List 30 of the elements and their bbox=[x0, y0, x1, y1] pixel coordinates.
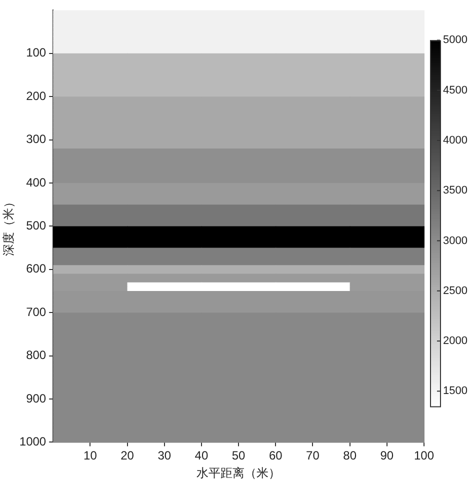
x-axis-title: 水平距离（米） bbox=[196, 466, 281, 480]
color-bar-label: 2500 bbox=[443, 284, 468, 297]
x-tick-label: 100 bbox=[414, 448, 434, 463]
x-tick-label: 10 bbox=[84, 448, 98, 463]
y-tick-label: 400 bbox=[26, 175, 46, 190]
x-tick-label: 20 bbox=[120, 448, 134, 463]
x-tick-label: 60 bbox=[268, 448, 283, 463]
color-bar-label: 2000 bbox=[443, 335, 468, 348]
x-tick-label: 50 bbox=[232, 448, 246, 463]
y-tick-label: 600 bbox=[26, 262, 46, 276]
color-bar-label: 4500 bbox=[443, 84, 468, 96]
color-bar-label: 1500 bbox=[443, 385, 468, 398]
x-tick-label: 80 bbox=[343, 448, 357, 463]
x-tick-label: 40 bbox=[194, 448, 208, 463]
color-bar-label: 4000 bbox=[443, 134, 468, 147]
y-tick-label: 500 bbox=[26, 218, 46, 233]
x-tick-label: 90 bbox=[380, 448, 394, 463]
y-tick-label: 300 bbox=[26, 132, 46, 146]
x-tick-label: 30 bbox=[158, 448, 172, 463]
y-axis-title: 深度（米） bbox=[2, 196, 16, 256]
color-bar-label: 3500 bbox=[443, 184, 468, 197]
y-tick-label: 800 bbox=[26, 348, 46, 362]
y-tick-label: 200 bbox=[26, 88, 46, 103]
x-tick-label: 70 bbox=[306, 448, 320, 463]
y-tick-label: 900 bbox=[26, 391, 46, 406]
y-tick-label: 100 bbox=[26, 46, 46, 60]
y-tick-label: 700 bbox=[26, 304, 46, 319]
color-bar-label: 5000 bbox=[443, 34, 468, 46]
color-bar-label: 3000 bbox=[443, 234, 468, 247]
y-tick-label: 1000 bbox=[19, 434, 46, 449]
